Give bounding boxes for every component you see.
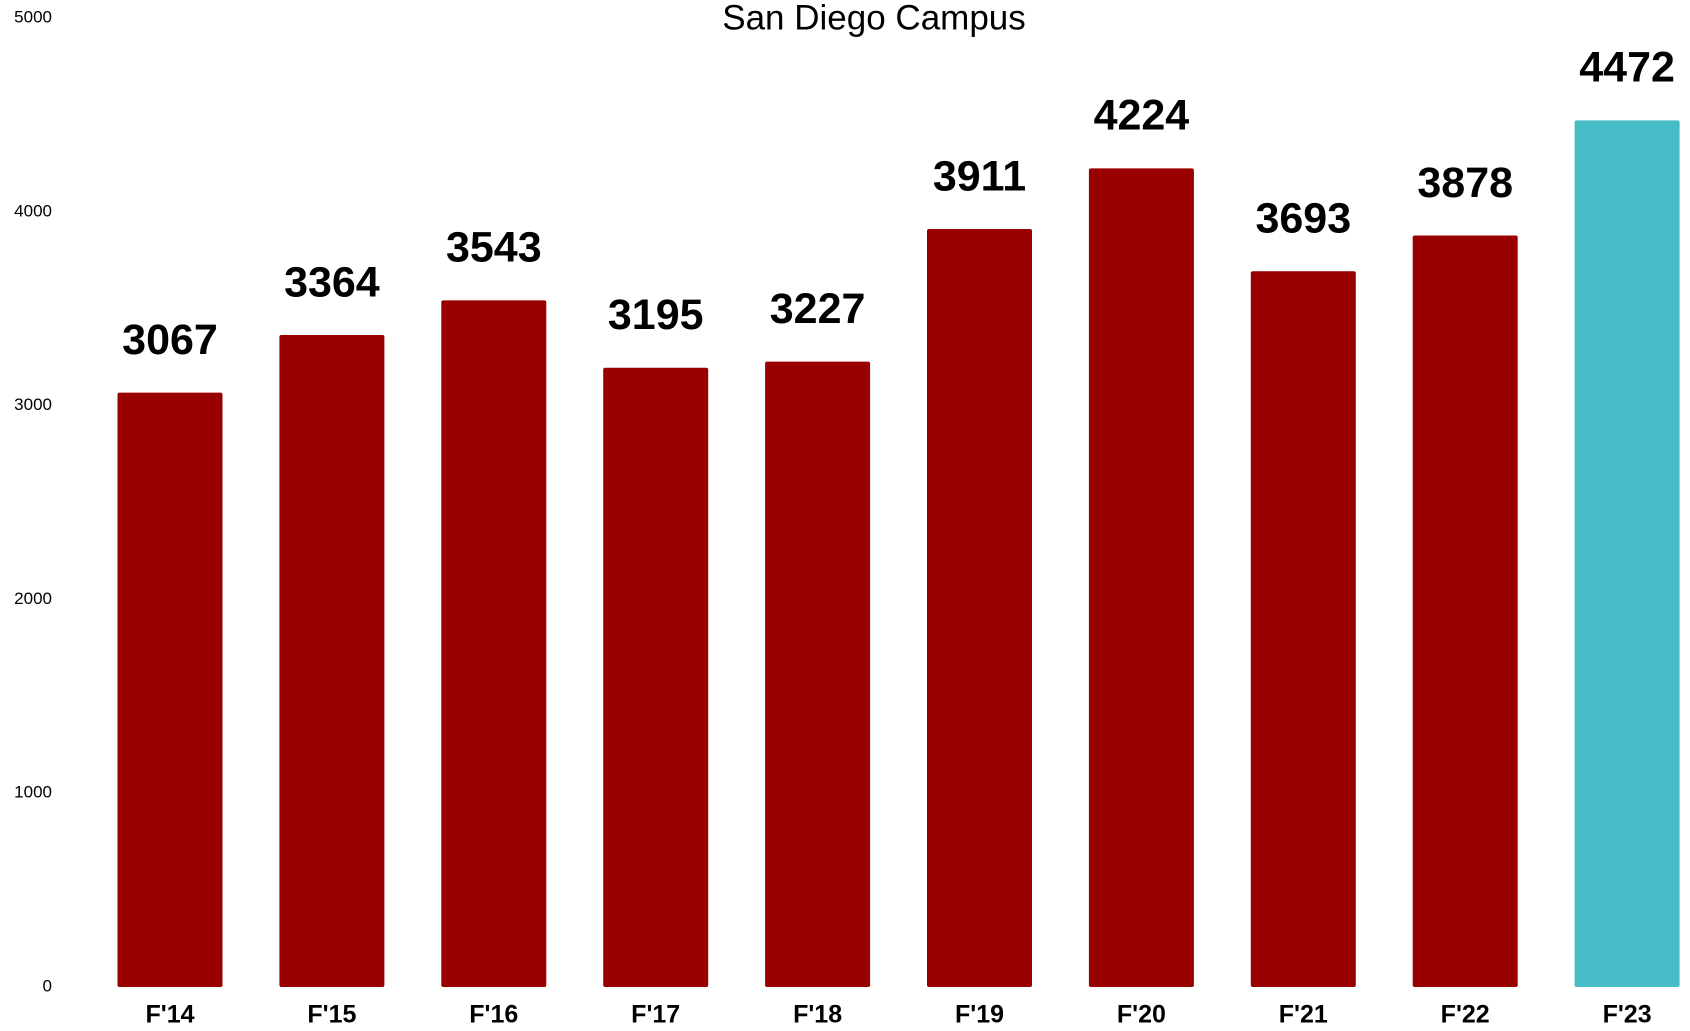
y-tick-label: 4000 bbox=[14, 201, 52, 220]
x-tick-label: F'17 bbox=[631, 1001, 680, 1029]
y-tick-label: 1000 bbox=[14, 783, 52, 802]
x-tick-label: F'23 bbox=[1603, 1001, 1652, 1029]
y-tick-label: 2000 bbox=[14, 589, 52, 608]
x-tick-label: F'14 bbox=[145, 1001, 194, 1029]
value-label: 3364 bbox=[284, 258, 380, 306]
value-label: 3693 bbox=[1255, 195, 1351, 243]
x-tick-label: F'21 bbox=[1279, 1001, 1328, 1029]
value-label: 3878 bbox=[1417, 159, 1513, 207]
bar bbox=[279, 335, 385, 988]
bar bbox=[603, 367, 709, 988]
x-tick-label: F'20 bbox=[1117, 1001, 1166, 1029]
value-label: 4224 bbox=[1094, 92, 1190, 140]
bar bbox=[1088, 168, 1194, 987]
y-tick-label: 5000 bbox=[14, 7, 52, 26]
value-label: 3195 bbox=[608, 291, 704, 339]
x-tick-label: F'18 bbox=[793, 1001, 842, 1029]
bar bbox=[117, 392, 223, 988]
bar bbox=[1412, 235, 1518, 987]
chart-title: San Diego Campus bbox=[722, 0, 1026, 37]
x-tick-label: F'16 bbox=[469, 1001, 518, 1029]
x-tick-label: F'19 bbox=[955, 1001, 1004, 1029]
bar bbox=[927, 229, 1032, 987]
y-tick-label: 0 bbox=[43, 976, 52, 995]
x-tick-label: F'22 bbox=[1441, 1001, 1490, 1029]
bar bbox=[1250, 271, 1356, 987]
value-label: 3911 bbox=[933, 152, 1026, 200]
bar bbox=[1574, 120, 1680, 987]
value-label: 4472 bbox=[1579, 44, 1675, 92]
x-tick-label: F'15 bbox=[307, 1001, 356, 1029]
value-label: 3067 bbox=[122, 316, 218, 364]
value-label: 3227 bbox=[770, 285, 866, 333]
y-tick-label: 3000 bbox=[14, 395, 52, 414]
bar bbox=[441, 300, 547, 988]
bar bbox=[765, 361, 871, 987]
value-label: 3543 bbox=[446, 224, 542, 272]
